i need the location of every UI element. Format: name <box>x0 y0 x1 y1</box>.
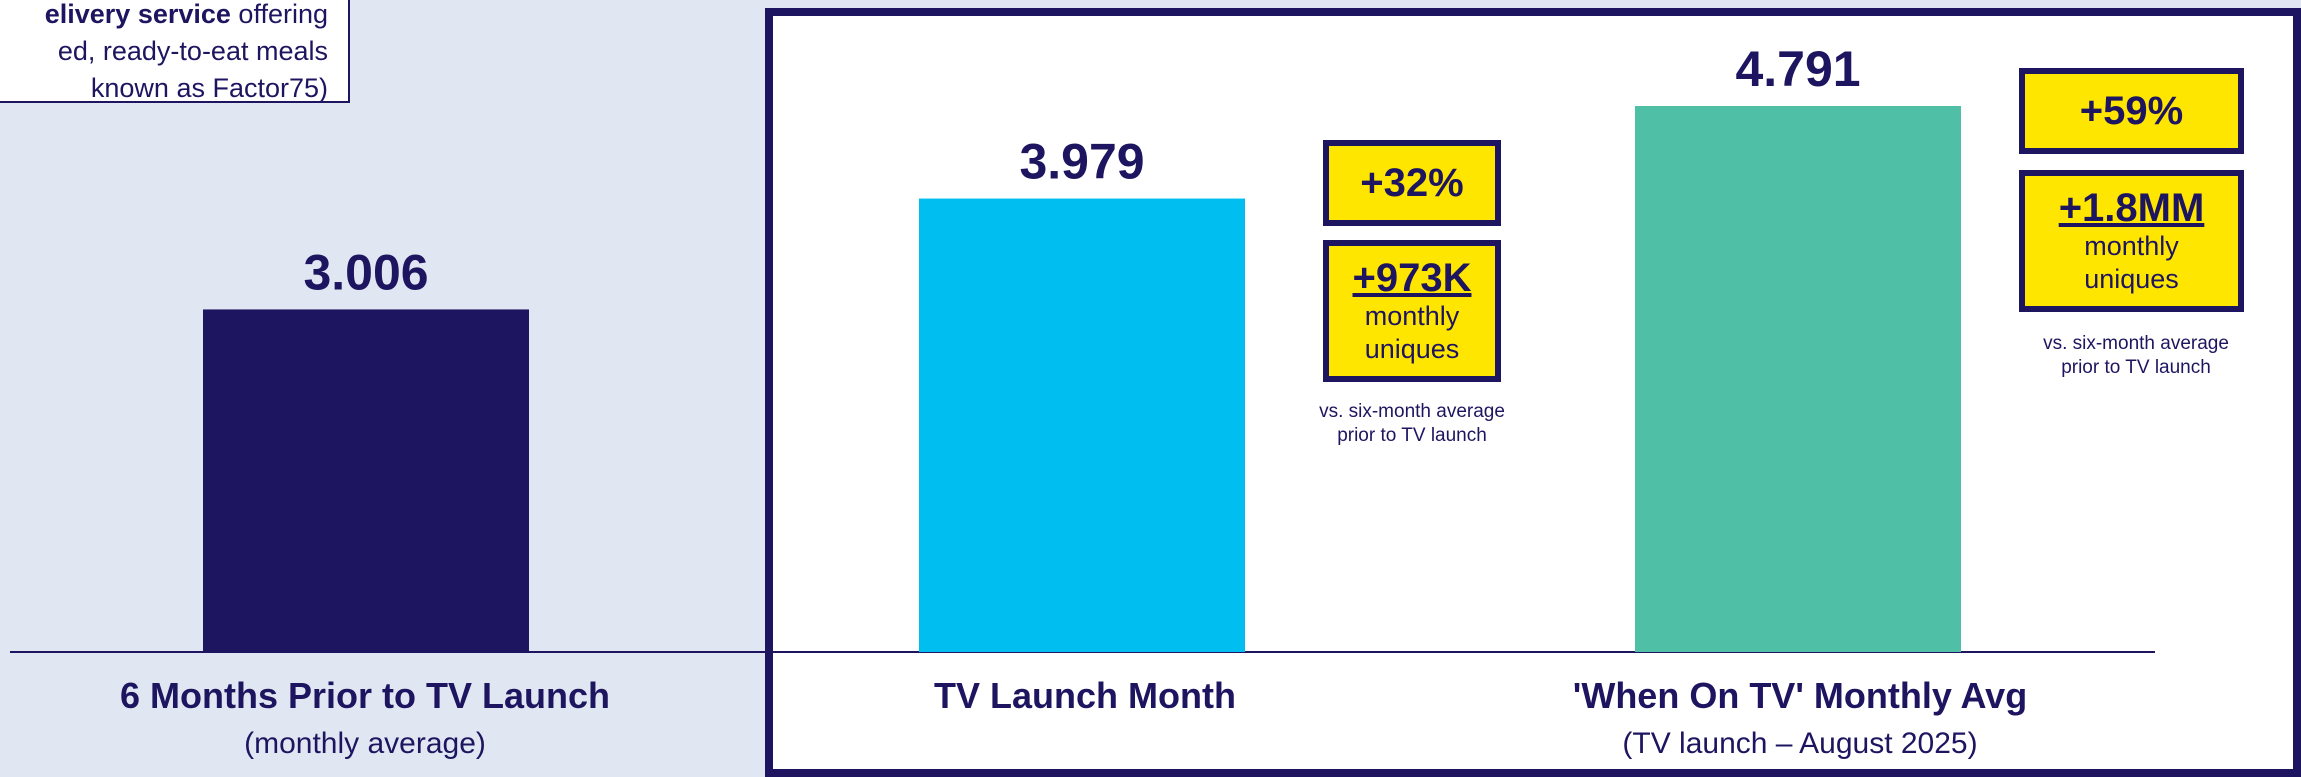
uniques-change-launch: +973K <box>1352 256 1472 300</box>
pct-change-on-tv: +59% <box>2079 89 2184 133</box>
bar-2 <box>1635 106 1961 653</box>
comparison-note-launch: vs. six-month average prior to TV launch <box>1282 400 1542 448</box>
note-line3: known as Factor75) <box>90 73 328 103</box>
x-sublabel-on-tv-avg: (TV launch – August 2025) <box>1622 727 1978 760</box>
uniques-change-badge-launch: +973K monthly uniques <box>1323 240 1501 382</box>
uniques-unit-line2-launch: uniques <box>1364 334 1460 364</box>
bar-value-label-2: 4.791 <box>1735 41 1860 97</box>
comparison-note-launch-line2: prior to TV launch <box>1337 425 1487 446</box>
x-label-on-tv-avg: 'When On TV' Monthly Avg <box>1572 675 2028 716</box>
bar-value-label-1: 3.979 <box>1019 134 1144 190</box>
x-label-launch-month: TV Launch Month <box>934 675 1236 716</box>
annotation-note: elivery service offering ed, ready-to-ea… <box>0 0 350 103</box>
bar-0 <box>203 309 529 652</box>
comparison-note-launch-line1: vs. six-month average <box>1319 401 1505 422</box>
comparison-note-on-tv-line2: prior to TV launch <box>2061 357 2211 378</box>
bar-value-label-0: 3.006 <box>303 244 428 300</box>
bar-1 <box>919 198 1245 653</box>
comparison-note-on-tv-line1: vs. six-month average <box>2043 333 2229 354</box>
comparison-note-on-tv: vs. six-month average prior to TV launch <box>2006 332 2266 380</box>
note-line1-bold: elivery service <box>44 0 231 29</box>
note-line2: ed, ready-to-eat meals <box>57 36 328 66</box>
note-line1-rest: offering <box>230 0 328 29</box>
uniques-unit-line2-on-tv: uniques <box>2084 264 2179 294</box>
uniques-change-on-tv: +1.8MM <box>2058 186 2205 230</box>
uniques-change-badge-on-tv: +1.8MM monthly uniques <box>2019 170 2244 312</box>
x-sublabel-prior: (monthly average) <box>244 727 486 760</box>
pct-change-badge-on-tv: +59% <box>2019 68 2244 154</box>
x-label-prior: 6 Months Prior to TV Launch <box>119 675 610 716</box>
uniques-unit-line1-launch: monthly <box>1364 301 1460 331</box>
pct-change-badge-launch: +32% <box>1323 140 1501 226</box>
pct-change-launch: +32% <box>1360 161 1464 205</box>
uniques-unit-line1-on-tv: monthly <box>2084 231 2179 261</box>
